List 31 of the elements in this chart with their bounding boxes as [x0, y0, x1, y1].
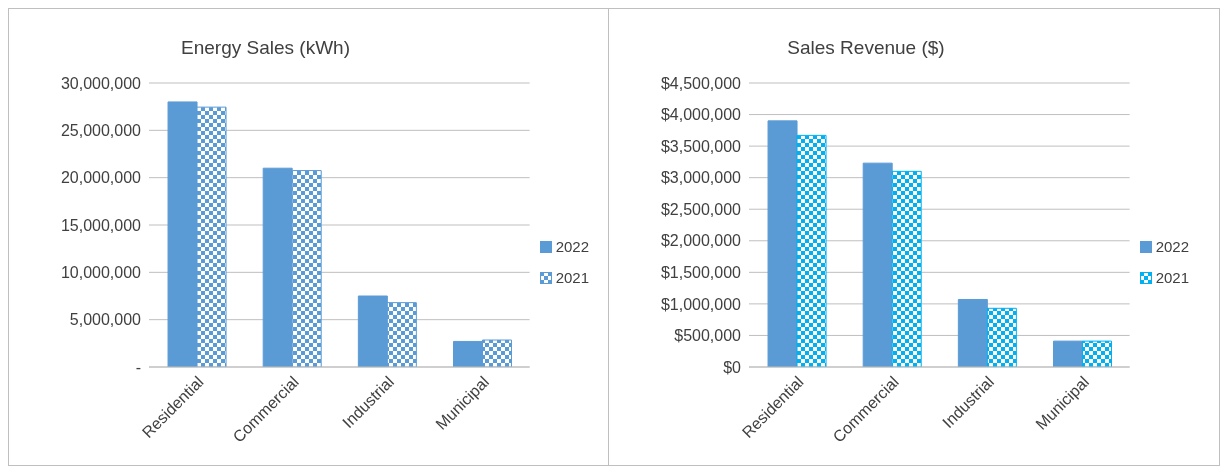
y-tick-label: 5,000,000	[69, 311, 142, 329]
y-tick-label: 30,000,000	[60, 74, 142, 92]
bar	[862, 162, 893, 367]
y-tick-label: 15,000,000	[60, 216, 142, 234]
legend-label: 2021	[555, 269, 589, 286]
chart-title: Energy Sales (kWh)	[180, 36, 351, 60]
legend-label: 2022	[1155, 238, 1189, 255]
bar	[1082, 340, 1112, 367]
bar	[1053, 340, 1083, 367]
y-tick-label: $4,000,000	[660, 106, 742, 124]
bar	[891, 170, 922, 367]
bar	[986, 307, 1017, 367]
y-tick-label: 20,000,000	[60, 169, 142, 187]
bar	[957, 298, 988, 367]
y-tick-label: $3,500,000	[660, 137, 742, 155]
y-tick-label: $3,000,000	[660, 169, 742, 187]
legend-label: 2021	[1155, 269, 1189, 286]
y-tick-label: $2,500,000	[660, 200, 742, 218]
chart-title: Sales Revenue ($)	[786, 36, 946, 60]
y-tick-label: $2,000,000	[660, 232, 742, 250]
legend-label: 2022	[555, 238, 589, 255]
y-tick-label: 10,000,000	[60, 264, 142, 282]
y-tick-label: -	[135, 358, 141, 376]
y-tick-label: $4,500,000	[660, 74, 742, 92]
y-tick-label: $1,000,000	[660, 295, 742, 313]
y-tick-label: 25,000,000	[60, 122, 142, 140]
y-tick-label: $0	[723, 358, 742, 376]
y-tick-label: $500,000	[674, 327, 742, 345]
bar	[796, 134, 827, 367]
bar	[767, 120, 798, 367]
y-tick-label: $1,500,000	[660, 264, 742, 282]
